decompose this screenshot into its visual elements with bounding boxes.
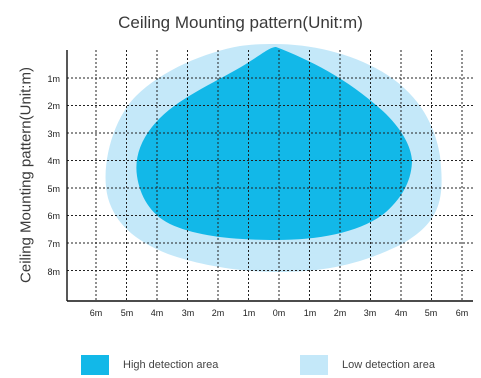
x-tick-label: 1m bbox=[243, 308, 256, 318]
grid-lines bbox=[67, 50, 473, 301]
x-tick-label: 1m bbox=[304, 308, 317, 318]
legend-high: High detection area bbox=[81, 355, 218, 375]
x-tick-label: 4m bbox=[151, 308, 164, 318]
x-tick-label: 3m bbox=[182, 308, 195, 318]
x-tick-label: 2m bbox=[212, 308, 225, 318]
y-tick-label: 4m bbox=[47, 156, 60, 166]
legend-high-label: High detection area bbox=[123, 359, 219, 371]
legend-low-swatch bbox=[300, 355, 328, 375]
chart-title: Ceiling Mounting pattern(Unit:m) bbox=[118, 13, 363, 32]
y-tick-label: 2m bbox=[47, 101, 60, 111]
y-tick-label: 8m bbox=[47, 267, 60, 277]
x-tick-label: 2m bbox=[334, 308, 347, 318]
y-tick-label: 6m bbox=[47, 211, 60, 221]
legend-low-label: Low detection area bbox=[342, 359, 435, 371]
legend-low: Low detection area bbox=[300, 355, 435, 375]
x-tick-label: 6m bbox=[456, 308, 469, 318]
high-detection-area bbox=[136, 47, 413, 240]
x-tick-label: 0m bbox=[273, 308, 286, 318]
x-tick-label: 5m bbox=[121, 308, 134, 318]
legend-high-swatch bbox=[81, 355, 109, 375]
y-tick-label: 7m bbox=[47, 239, 60, 249]
x-tick-label: 4m bbox=[395, 308, 408, 318]
x-tick-label: 3m bbox=[364, 308, 377, 318]
x-tick-label: 5m bbox=[425, 308, 438, 318]
y-tick-label: 1m bbox=[47, 74, 60, 84]
y-tick-label: 5m bbox=[47, 184, 60, 194]
y-tick-label: 3m bbox=[47, 129, 60, 139]
x-tick-label: 6m bbox=[90, 308, 103, 318]
